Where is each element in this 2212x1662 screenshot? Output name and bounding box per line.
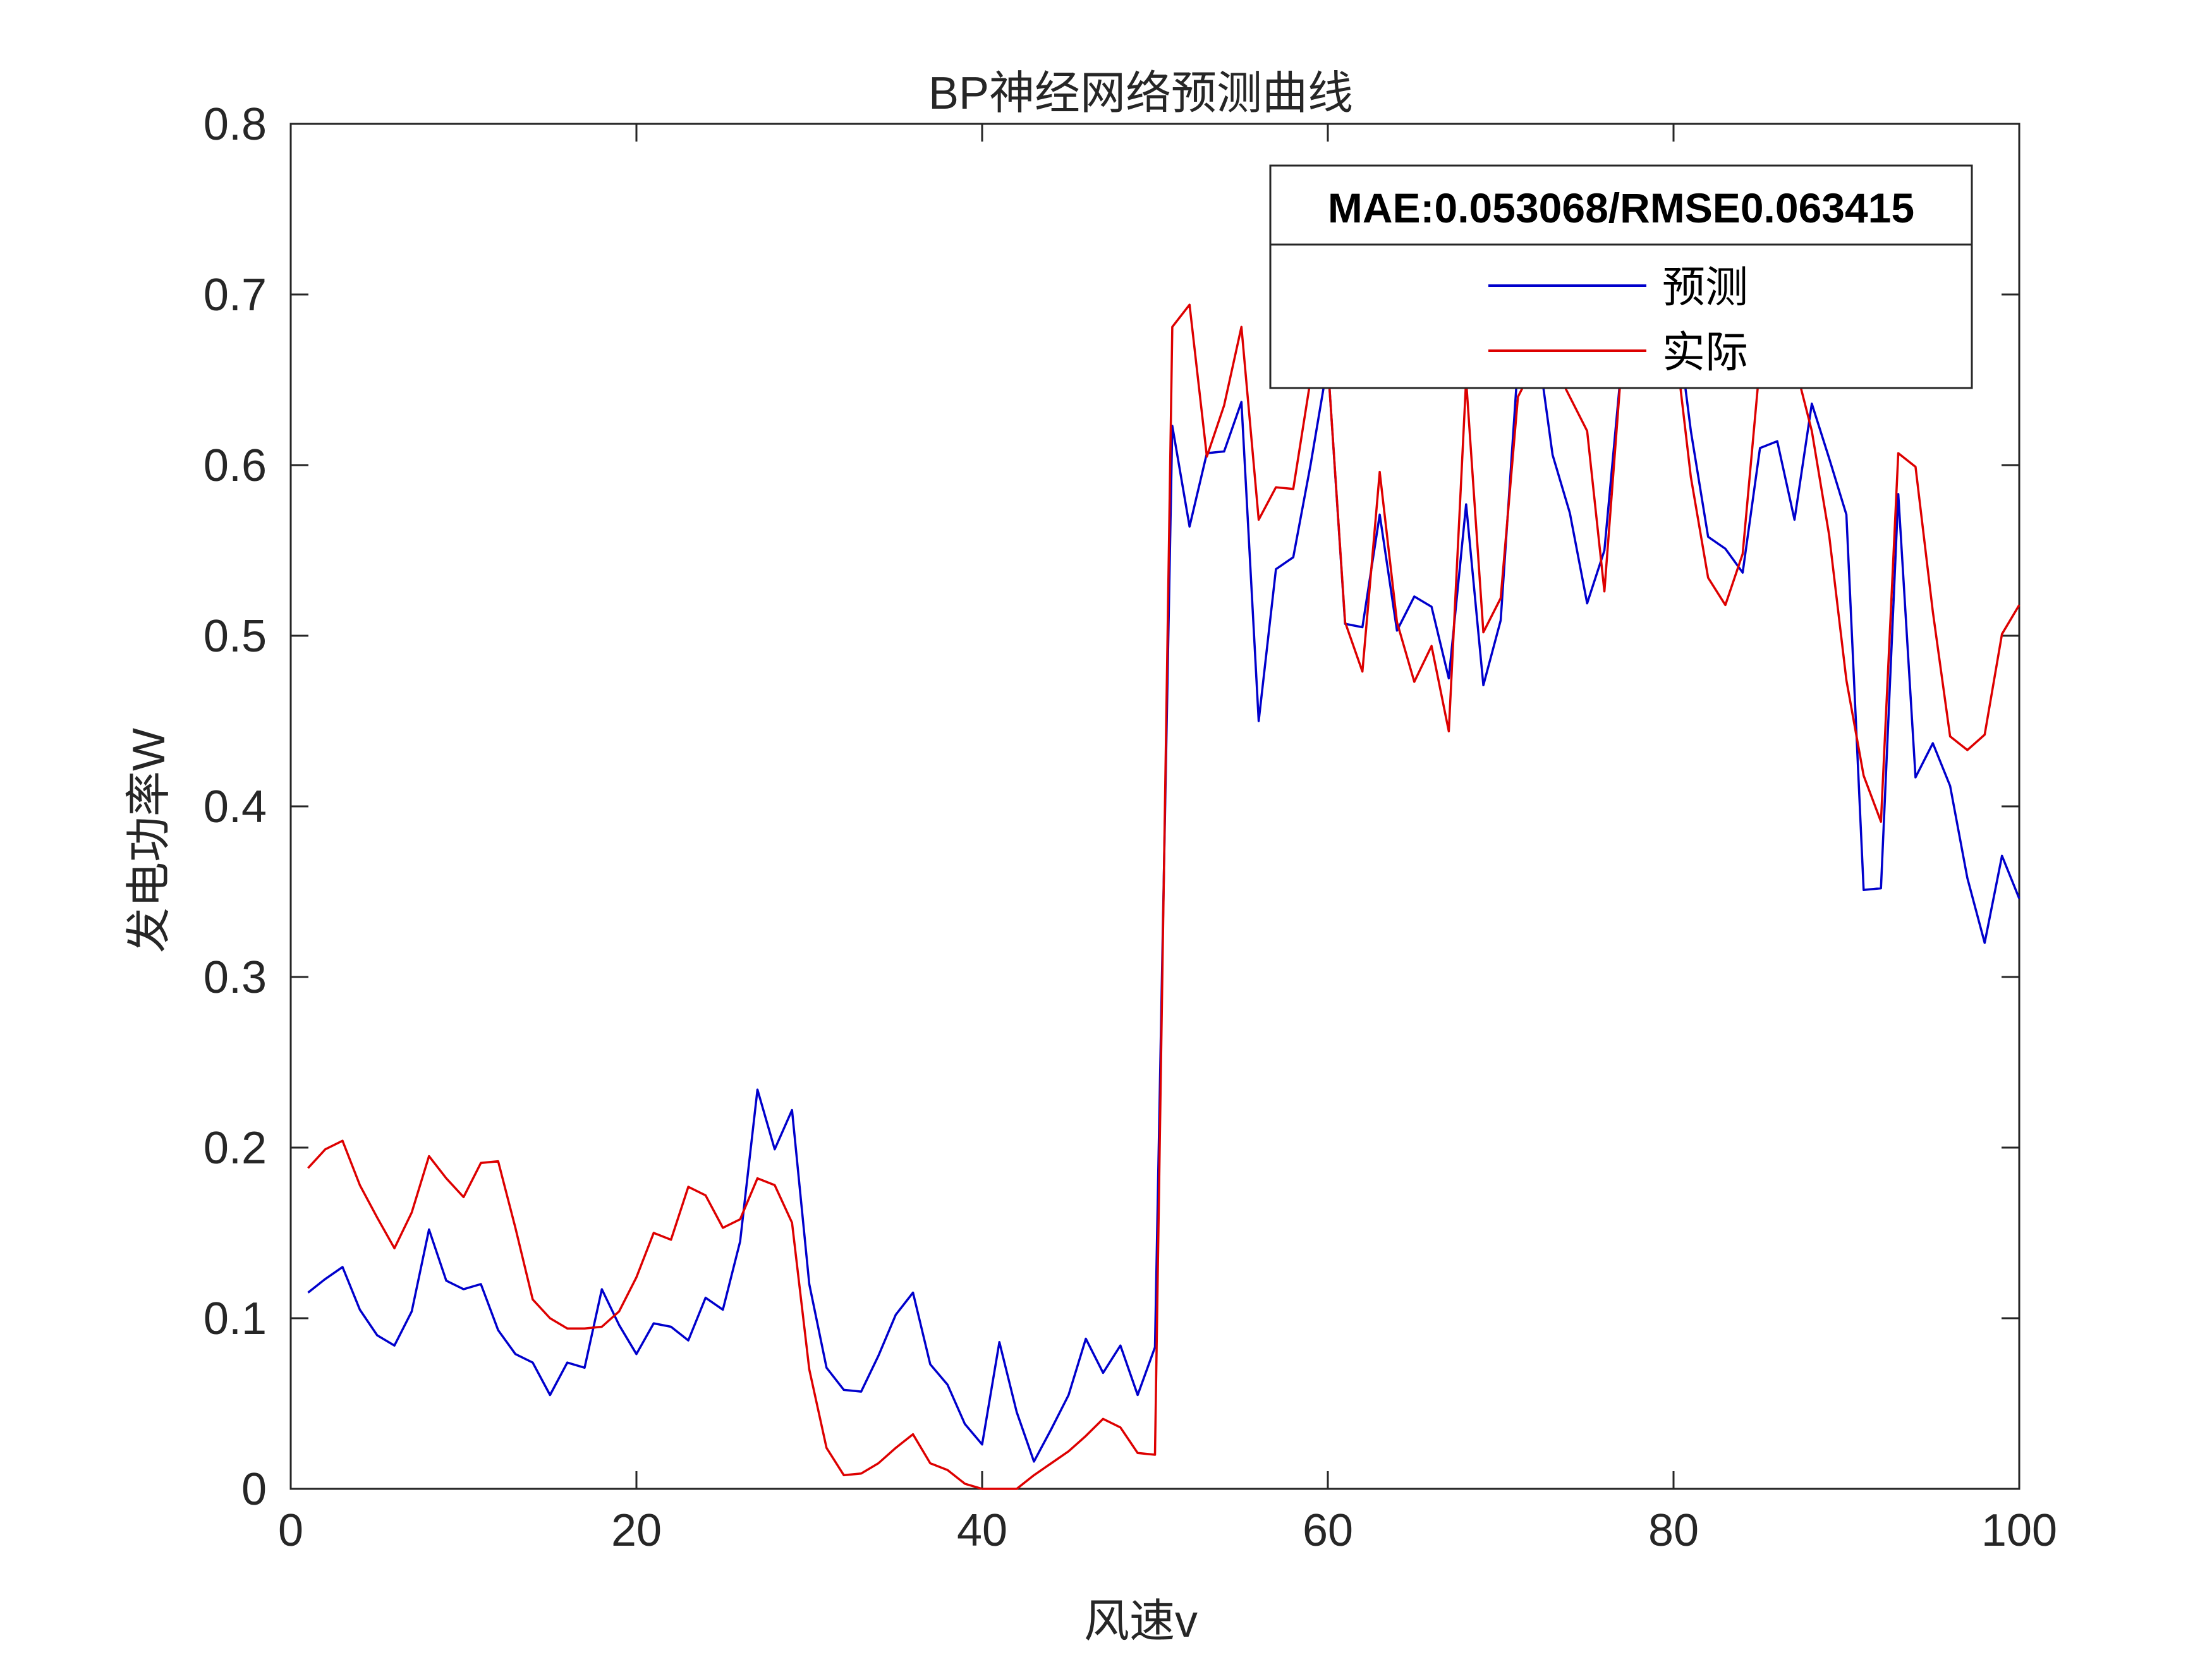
y-tick-label: 0.7 xyxy=(204,270,267,320)
series-line-actual xyxy=(307,293,2021,1490)
series-layer xyxy=(307,293,2021,1490)
y-tick-label: 0.2 xyxy=(204,1123,267,1174)
chart-title: BP神经网络预测曲线 xyxy=(928,68,1353,119)
legend-title: MAE:0.053068/RMSE0.063415 xyxy=(1328,185,1914,231)
y-tick-label: 0.3 xyxy=(204,952,267,1003)
x-tick-label: 40 xyxy=(957,1505,1007,1556)
y-axis-label: 发电功率W xyxy=(124,728,174,953)
x-tick-label: 80 xyxy=(1648,1505,1699,1556)
axis-ticks xyxy=(289,123,2021,1490)
legend-title-box xyxy=(1269,164,1973,246)
legend-label-actual: 实际 xyxy=(1662,329,1748,377)
y-tick-label: 0.6 xyxy=(204,440,267,491)
y-tick-label: 0 xyxy=(241,1464,267,1515)
legend-label-predicted: 预测 xyxy=(1662,264,1748,312)
x-axis-label: 风速v xyxy=(1084,1596,1198,1647)
x-tick-label: 20 xyxy=(611,1505,662,1556)
y-tick-label: 0.5 xyxy=(204,611,267,662)
x-tick-label: 0 xyxy=(278,1505,303,1556)
y-tick-label: 0.4 xyxy=(204,782,267,832)
axis-tick-labels: 0 20 40 60 80 100 0 0.1 0.2 0.3 0.4 0.5 0.6 0.7 0.8 xyxy=(204,99,2057,1556)
legend-entries-box xyxy=(1269,243,1973,389)
x-tick-label: 100 xyxy=(1981,1505,2057,1556)
y-tick-label: 0.1 xyxy=(204,1294,267,1344)
x-tick-label: 60 xyxy=(1303,1505,1353,1556)
legend: MAE:0.053068/RMSE0.063415 预测 实际 xyxy=(1269,164,1973,389)
y-tick-label: 0.8 xyxy=(204,99,267,150)
